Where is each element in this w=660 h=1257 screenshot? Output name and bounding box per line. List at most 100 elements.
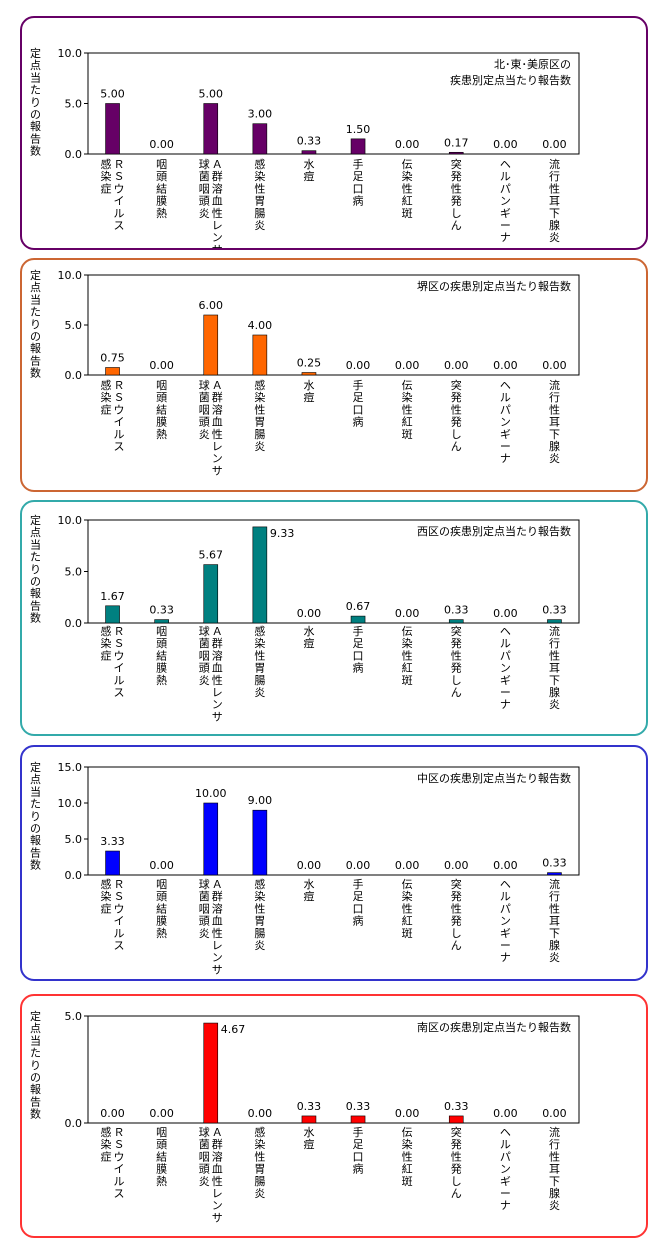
bar — [252, 334, 268, 376]
data-label: 6.00 — [199, 299, 224, 312]
data-label: 0.00 — [395, 607, 420, 620]
bar — [105, 367, 120, 376]
category-label: ＲＳウイルス感染症 — [101, 625, 125, 699]
chart-title: 南区の疾患別定点当たり報告数 — [417, 1020, 571, 1034]
bar — [203, 314, 219, 376]
category-label: 突発性発しん — [451, 157, 462, 232]
bar — [252, 809, 268, 876]
data-label: 5.67 — [199, 549, 224, 562]
category-label: ヘルパンギーナ — [500, 1126, 511, 1212]
category-label: 流行性耳下腺炎 — [549, 157, 560, 244]
bar — [105, 605, 120, 624]
y-tick-label: 5.0 — [65, 566, 83, 579]
category-label: 水痘 — [303, 158, 314, 183]
data-label: 5.00 — [100, 88, 125, 101]
data-label: 0.33 — [297, 135, 322, 148]
category-label: ヘルパンギーナ — [500, 158, 511, 244]
category-label: 突発性発しん — [451, 1125, 462, 1200]
y-tick-label: 0.0 — [65, 1117, 83, 1130]
data-label: 0.00 — [346, 359, 371, 372]
category-label: 咽頭結膜熱 — [156, 1126, 167, 1188]
bar — [350, 138, 366, 155]
category-label: 手足口病 — [353, 1125, 364, 1176]
category-label: Ａ群溶血性レンサ球菌咽頭炎 — [199, 877, 223, 976]
bar — [252, 526, 268, 624]
y-tick-label: 10.0 — [58, 47, 83, 60]
bar — [448, 151, 464, 155]
data-label: 1.67 — [100, 590, 125, 603]
category-label: 感染性胃腸炎 — [254, 158, 265, 232]
category-label: 突発性発しん — [451, 624, 462, 699]
category-label: 流行性耳下腺炎 — [549, 877, 560, 964]
chart-panel-minami: 定点当たりの報告数 0.0 5.0 南区の疾患別定点当たり報告数 0.00 ＲＳウイルス感… — [20, 994, 648, 1238]
chart-svg: 定点当たりの報告数 0.0 5.0 10.0 15.0 中区の疾患別定点当たり報告数 3.3… — [30, 760, 580, 976]
data-label: 4.00 — [248, 319, 273, 332]
data-label: 0.00 — [100, 1107, 125, 1120]
category-label: ＲＳウイルス感染症 — [101, 878, 125, 952]
category-label: 咽頭結膜熱 — [156, 878, 167, 940]
data-label: 3.33 — [100, 835, 125, 848]
bar — [203, 1022, 219, 1124]
chart-title: 堺区の疾患別定点当たり報告数 — [417, 279, 571, 293]
data-label: 0.00 — [149, 1107, 174, 1120]
category-label: 突発性発しん — [451, 378, 462, 453]
bar — [301, 150, 317, 155]
category-label: ＲＳウイルス感染症 — [101, 379, 125, 453]
category-label: Ａ群溶血性レンサ球菌咽頭炎 — [199, 378, 223, 477]
data-label: 3.00 — [248, 108, 273, 121]
data-label: 4.67 — [221, 1023, 246, 1036]
data-label: 0.00 — [444, 359, 469, 372]
bar — [547, 872, 562, 876]
chart-svg: 定点当たりの報告数 0.0 5.0 10.0 堺区の疾患別定点当たり報告数 0.75 ＲＳウ… — [30, 268, 580, 477]
category-label: ＲＳウイルス感染症 — [101, 158, 125, 232]
category-label: 手足口病 — [353, 624, 364, 675]
category-label: ヘルパンギーナ — [500, 379, 511, 465]
data-label: 5.00 — [199, 88, 224, 101]
data-label: 0.00 — [297, 607, 322, 620]
y-tick-label: 15.0 — [58, 761, 83, 774]
category-label: 水痘 — [303, 379, 314, 404]
plot-frame — [87, 1015, 580, 1124]
bar — [448, 1115, 464, 1124]
category-label: Ａ群溶血性レンサ球菌咽頭炎 — [199, 1125, 223, 1224]
category-label: ヘルパンギーナ — [500, 878, 511, 964]
category-label: 手足口病 — [353, 157, 364, 208]
category-label: 突発性発しん — [451, 877, 462, 952]
y-tick-label: 5.0 — [65, 319, 83, 332]
category-label: 流行性耳下腺炎 — [549, 378, 560, 465]
bar — [547, 619, 562, 624]
y-tick-label: 0.0 — [65, 369, 83, 382]
chart-svg: 定点当たりの報告数 0.0 5.0 南区の疾患別定点当たり報告数 0.00 ＲＳウイルス感… — [30, 1009, 580, 1224]
data-label: 0.00 — [395, 138, 420, 151]
bar — [203, 802, 219, 876]
category-label: 伝染性紅斑 — [402, 878, 413, 940]
y-tick-label: 5.0 — [65, 833, 83, 846]
category-label: 咽頭結膜熱 — [156, 158, 167, 220]
data-label: 0.00 — [542, 359, 567, 372]
chart-panel-naka: 定点当たりの報告数 0.0 5.0 10.0 15.0 中区の疾患別定点当たり報告数 3.3… — [20, 745, 648, 981]
y-tick-label: 0.0 — [65, 617, 83, 630]
category-label: 感染性胃腸炎 — [254, 1126, 265, 1200]
data-label: 0.00 — [395, 359, 420, 372]
data-label: 0.00 — [248, 1107, 273, 1120]
data-label: 0.00 — [493, 138, 517, 151]
data-label: 0.00 — [395, 859, 420, 872]
chart-title: 中区の疾患別定点当たり報告数 — [417, 771, 571, 785]
y-axis-title: 定点当たりの報告数 — [30, 46, 41, 158]
chart-panel-nishi: 定点当たりの報告数 0.0 5.0 10.0 西区の疾患別定点当たり報告数 1.67 ＲＳウ… — [20, 500, 648, 736]
data-label: 0.00 — [149, 359, 174, 372]
bar — [105, 850, 120, 876]
category-label: 流行性耳下腺炎 — [549, 624, 560, 711]
category-label: 感染性胃腸炎 — [254, 379, 265, 453]
bar — [252, 123, 268, 155]
chart-title: 北･東･美原区の疾患別定点当たり報告数 — [450, 58, 571, 87]
bar — [105, 103, 120, 155]
data-label: 0.00 — [542, 138, 567, 151]
data-label: 0.33 — [149, 604, 174, 617]
data-label: 0.33 — [346, 1100, 371, 1113]
data-label: 0.33 — [297, 1100, 322, 1113]
bar — [350, 615, 366, 624]
data-label: 0.00 — [149, 138, 174, 151]
category-label: 伝染性紅斑 — [402, 379, 413, 441]
category-label: 水痘 — [303, 1126, 314, 1151]
